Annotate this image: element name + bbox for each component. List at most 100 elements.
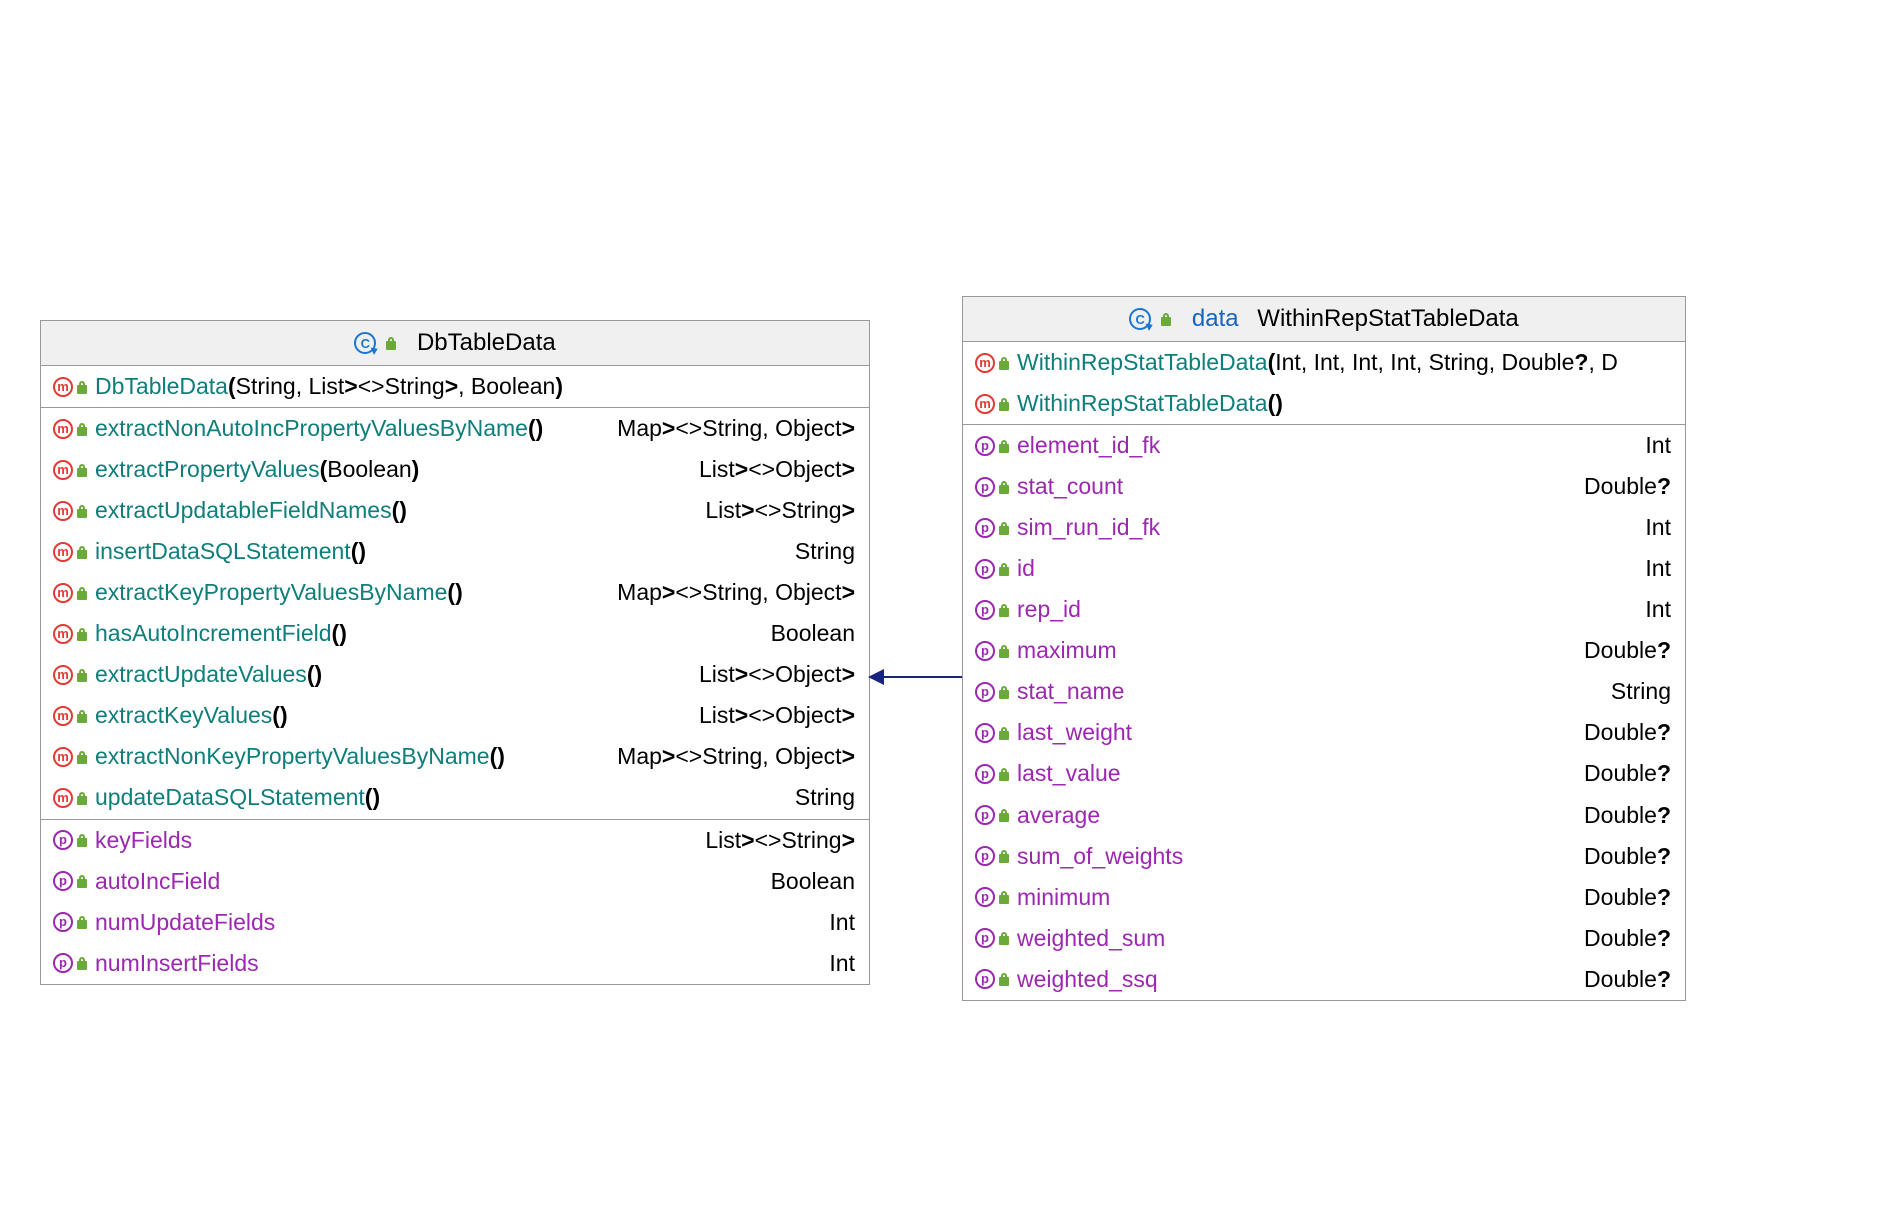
- property-icon: p: [975, 477, 995, 497]
- member-signature: extractPropertyValues(Boolean): [95, 454, 677, 485]
- inheritance-arrow: [870, 676, 962, 678]
- member-return-type: Double?: [1568, 882, 1671, 913]
- property-row[interactable]: pautoIncFieldBoolean: [41, 861, 869, 902]
- property-row[interactable]: pkeyFieldsList><>String>: [41, 820, 869, 861]
- property-icon: p: [975, 723, 995, 743]
- member-signature: extractNonKeyPropertyValuesByName(): [95, 741, 595, 772]
- property-row[interactable]: pweighted_ssqDouble?: [963, 959, 1685, 1000]
- property-row[interactable]: psum_of_weightsDouble?: [963, 836, 1685, 877]
- method-icon: m: [53, 624, 73, 644]
- property-row[interactable]: plast_valueDouble?: [963, 753, 1685, 794]
- property-row[interactable]: psim_run_id_fkInt: [963, 507, 1685, 548]
- property-icon: p: [975, 764, 995, 784]
- class-icon: C: [354, 332, 376, 354]
- method-row[interactable]: mDbTableData(String, List><>String>, Boo…: [41, 366, 869, 407]
- property-row[interactable]: pstat_nameString: [963, 671, 1685, 712]
- property-icon: p: [975, 805, 995, 825]
- property-row[interactable]: paverageDouble?: [963, 795, 1685, 836]
- member-return-type: String: [779, 782, 855, 813]
- member-signature: maximum: [1017, 635, 1562, 666]
- constructors-section: mDbTableData(String, List><>String>, Boo…: [41, 366, 869, 407]
- visibility-icon: [75, 874, 89, 888]
- visibility-icon: [75, 586, 89, 600]
- method-row[interactable]: mextractUpdatableFieldNames()List><>Stri…: [41, 490, 869, 531]
- property-icon: p: [975, 846, 995, 866]
- property-icon: p: [975, 928, 995, 948]
- member-signature: last_value: [1017, 758, 1562, 789]
- visibility-icon: [997, 849, 1011, 863]
- property-row[interactable]: p weighted_sumDouble?: [963, 918, 1685, 959]
- member-return-type: List><>Object>: [683, 700, 855, 731]
- member-signature: element_id_fk: [1017, 430, 1623, 461]
- member-signature: rep_id: [1017, 594, 1623, 625]
- member-return-type: Int: [1629, 512, 1671, 543]
- property-row[interactable]: pmaximumDouble?: [963, 630, 1685, 671]
- property-row[interactable]: p rep_idInt: [963, 589, 1685, 630]
- member-signature: keyFields: [95, 825, 683, 856]
- visibility-icon: [75, 956, 89, 970]
- property-icon: p: [975, 518, 995, 538]
- member-signature: WithinRepStatTableData(): [1017, 388, 1671, 419]
- method-row[interactable]: mupdateDataSQLStatement()String: [41, 777, 869, 818]
- member-return-type: Double?: [1568, 635, 1671, 666]
- property-row[interactable]: plast_weightDouble?: [963, 712, 1685, 753]
- visibility-icon: [75, 463, 89, 477]
- member-return-type: Boolean: [755, 618, 855, 649]
- property-icon: p: [53, 912, 73, 932]
- method-row[interactable]: mextractNonKeyPropertyValuesByName()Map>…: [41, 736, 869, 777]
- method-row[interactable]: mWithinRepStatTableData(Int, Int, Int, I…: [963, 342, 1685, 383]
- visibility-icon: [997, 562, 1011, 576]
- method-row[interactable]: minsertDataSQLStatement()String: [41, 531, 869, 572]
- member-signature: DbTableData(String, List><>String>, Bool…: [95, 371, 855, 402]
- member-signature: WithinRepStatTableData(Int, Int, Int, In…: [1017, 347, 1671, 378]
- visibility-icon: [1159, 312, 1173, 326]
- member-return-type: Boolean: [755, 866, 855, 897]
- visibility-icon: [75, 627, 89, 641]
- method-row[interactable]: mextractKeyPropertyValuesByName()Map><>S…: [41, 572, 869, 613]
- visibility-icon: [75, 915, 89, 929]
- property-row[interactable]: pidInt: [963, 548, 1685, 589]
- visibility-icon: [75, 709, 89, 723]
- member-signature: stat_name: [1017, 676, 1589, 707]
- visibility-icon: [997, 808, 1011, 822]
- member-signature: extractUpdatableFieldNames(): [95, 495, 683, 526]
- visibility-icon: [75, 791, 89, 805]
- method-row[interactable]: mWithinRepStatTableData(): [963, 383, 1685, 424]
- properties-section: pelement_id_fkIntpstat_countDouble?psim_…: [963, 424, 1685, 1000]
- member-return-type: Int: [1629, 594, 1671, 625]
- method-row[interactable]: mextractPropertyValues(Boolean)List><>Ob…: [41, 449, 869, 490]
- property-row[interactable]: pnumUpdateFieldsInt: [41, 902, 869, 943]
- visibility-icon: [75, 545, 89, 559]
- property-icon: p: [975, 969, 995, 989]
- property-icon: p: [53, 871, 73, 891]
- property-row[interactable]: pstat_countDouble?: [963, 466, 1685, 507]
- member-signature: last_weight: [1017, 717, 1562, 748]
- property-row[interactable]: pelement_id_fkInt: [963, 425, 1685, 466]
- property-row[interactable]: pminimumDouble?: [963, 877, 1685, 918]
- member-return-type: String: [779, 536, 855, 567]
- method-row[interactable]: mhasAutoIncrementField()Boolean: [41, 613, 869, 654]
- class-box-dbtabledata: C DbTableData mDbTableData(String, List>…: [40, 320, 870, 985]
- visibility-icon: [997, 972, 1011, 986]
- method-icon: m: [53, 501, 73, 521]
- method-row[interactable]: mextractUpdateValues()List><>Object>: [41, 654, 869, 695]
- property-row[interactable]: pnumInsertFieldsInt: [41, 943, 869, 984]
- class-header: C data WithinRepStatTableData: [963, 297, 1685, 342]
- member-signature: weighted_sum: [1017, 923, 1562, 954]
- method-icon: m: [53, 542, 73, 562]
- member-signature: updateDataSQLStatement(): [95, 782, 773, 813]
- property-icon: p: [53, 953, 73, 973]
- property-icon: p: [53, 830, 73, 850]
- visibility-icon: [997, 890, 1011, 904]
- member-signature: extractKeyValues(): [95, 700, 677, 731]
- member-signature: sum_of_weights: [1017, 841, 1562, 872]
- visibility-icon: [997, 397, 1011, 411]
- member-return-type: List><>Object>: [683, 659, 855, 690]
- method-row[interactable]: mextractNonAutoIncPropertyValuesByName()…: [41, 408, 869, 449]
- property-icon: p: [975, 559, 995, 579]
- method-row[interactable]: mextractKeyValues()List><>Object>: [41, 695, 869, 736]
- member-signature: extractKeyPropertyValuesByName(): [95, 577, 595, 608]
- member-return-type: Double?: [1568, 923, 1671, 954]
- visibility-icon: [75, 833, 89, 847]
- property-icon: p: [975, 600, 995, 620]
